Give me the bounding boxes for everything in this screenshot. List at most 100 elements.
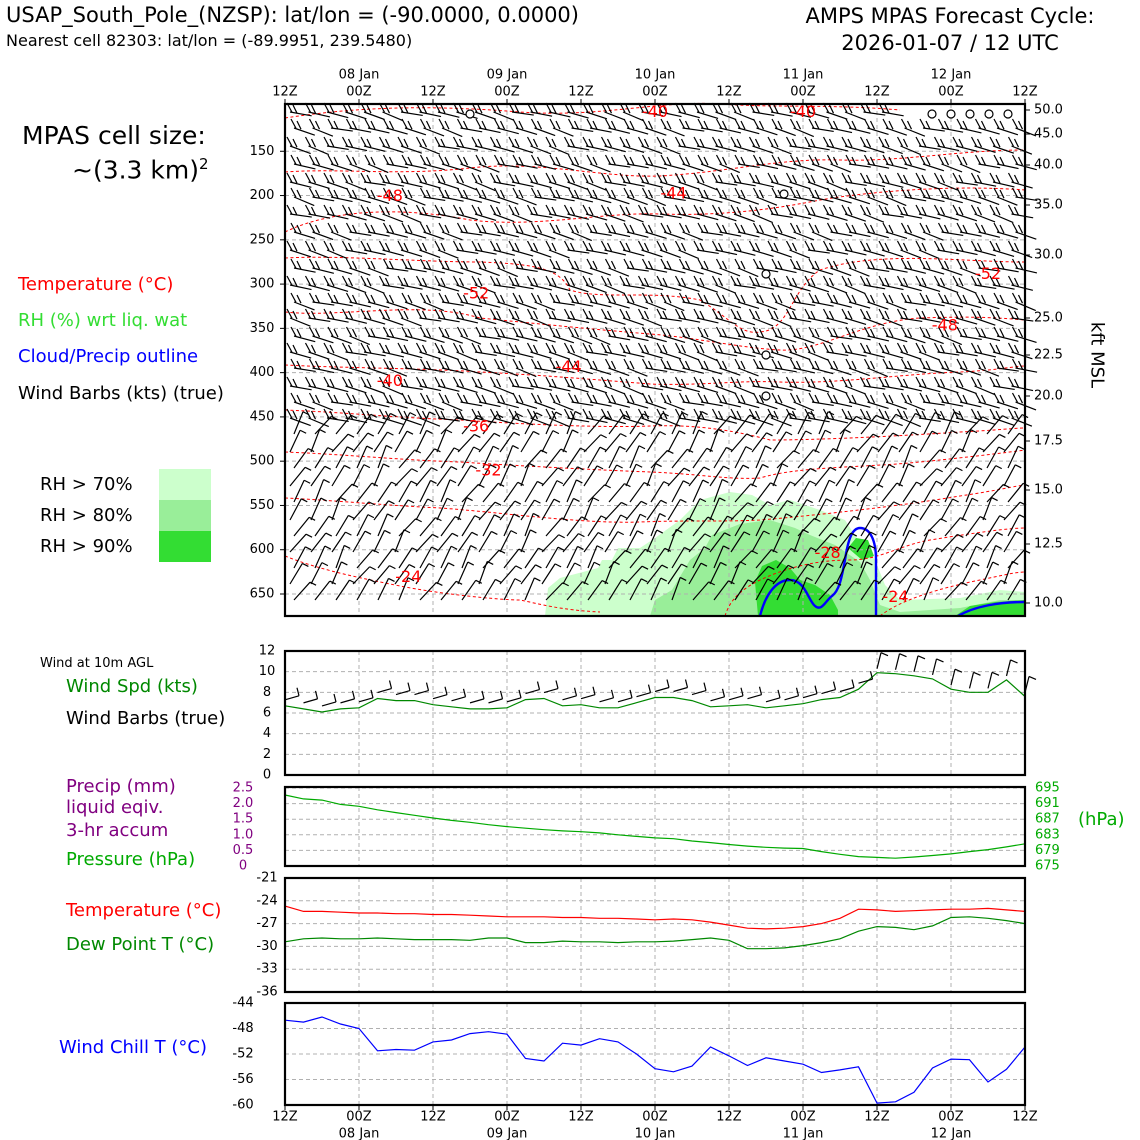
wind-barb — [545, 517, 563, 537]
wind-barb-flag — [962, 294, 968, 304]
wind-barb — [545, 448, 562, 469]
wind-barb-flag — [407, 360, 413, 370]
wind-barb-flag — [329, 580, 337, 585]
wind-barb-flag — [1002, 415, 1009, 420]
wind-barb — [367, 163, 389, 174]
wind-barb-flag — [573, 497, 580, 502]
wind-barb-flag — [574, 410, 582, 415]
wind-barb — [774, 335, 797, 343]
wind-barb-flag — [486, 560, 494, 565]
wind-barb-flag — [666, 224, 672, 234]
wind-barb — [978, 267, 1001, 272]
wind-barb-flag — [773, 344, 779, 354]
wind-10m-barb — [469, 698, 485, 704]
wind-barb-flag — [1003, 483, 1010, 488]
wind-barb-flag — [662, 174, 668, 184]
wind-barb-flag — [314, 189, 321, 199]
wind-barb — [349, 401, 372, 407]
wind-barb — [659, 284, 682, 291]
wind-barb-flag — [296, 394, 302, 404]
wind-barb — [436, 497, 448, 521]
wind-barb-flag — [508, 172, 515, 183]
wind-barb — [289, 498, 302, 521]
rh-legend-swatch — [159, 500, 211, 531]
wind-barb — [789, 385, 811, 392]
wind-barb-flag — [308, 222, 316, 233]
wind-barb-flag — [436, 581, 443, 586]
top-hour-label: 12Z — [420, 85, 446, 100]
wind-barb-flag — [915, 376, 922, 387]
wind-barb-flag — [307, 448, 315, 453]
wind-barb — [835, 429, 846, 453]
wind-barb — [797, 480, 811, 503]
wind-barb-flag — [329, 344, 335, 354]
wind-barb — [349, 367, 371, 376]
wind-barb-flag — [754, 344, 761, 354]
wind-barb — [650, 450, 668, 469]
wind-barb-flag — [345, 258, 353, 269]
wind-barb — [992, 213, 1014, 224]
wind-barb — [756, 127, 778, 136]
wind-barb-flag — [660, 358, 667, 369]
wind-10m-barb — [987, 672, 993, 689]
wind-barb-flag — [1013, 277, 1020, 287]
wind-barb-flag — [444, 328, 450, 338]
wind-barb-flag — [660, 577, 668, 582]
wind-barb-flag — [384, 529, 391, 534]
wind-barb-flag — [789, 187, 797, 198]
wind-barb-flag — [785, 431, 793, 436]
wind-barb-flag — [415, 240, 423, 251]
wind-barb — [386, 163, 409, 169]
pressure-tick-label: 200 — [250, 188, 275, 203]
wind-barb — [1015, 267, 1038, 274]
wind-barb — [457, 531, 473, 553]
wind-barb — [541, 563, 556, 585]
wind-barb-flag — [743, 531, 751, 536]
wind-barb — [941, 367, 963, 376]
wind-barb-flag — [642, 413, 650, 418]
wind-barb-flag — [974, 358, 982, 369]
wind-barb — [589, 196, 612, 204]
wind-barb-flag — [900, 118, 908, 129]
wind-barb-flag — [678, 430, 686, 435]
wind-barb — [700, 267, 723, 276]
wind-barb-flag — [970, 376, 978, 387]
wind-barb-flag — [495, 378, 502, 388]
wind-barb-flag — [859, 136, 867, 147]
wind-barb-flag — [327, 118, 334, 129]
wind-barb-flag — [475, 326, 482, 337]
wind-barb — [363, 181, 386, 186]
wind-barb-flag — [625, 344, 631, 354]
wind-barb-flag — [329, 378, 335, 388]
wind-barb-flag — [896, 482, 904, 487]
wind-barb-flag — [410, 480, 418, 485]
wind-barb-flag — [773, 277, 779, 287]
calm-circle — [761, 391, 771, 401]
wind-barb — [811, 267, 834, 276]
wind-barb-flag — [545, 275, 552, 286]
wind-barb — [456, 181, 478, 191]
wind-barb-flag — [715, 258, 723, 269]
wind-barb-flag — [308, 118, 316, 129]
wind-barb-flag — [364, 358, 371, 369]
wind-barb-flag — [415, 308, 423, 319]
wind-barb-flag — [545, 408, 552, 419]
wind-barb-flag — [304, 466, 312, 471]
wind-barb — [497, 401, 519, 409]
wind-10m-barb-flag — [880, 652, 889, 657]
wind-barb-flag — [699, 310, 705, 320]
wind-barb-flag — [426, 429, 433, 434]
wind-barb-flag — [711, 408, 719, 419]
wind-barb-flag — [715, 292, 723, 303]
wind-barb-flag — [403, 378, 409, 388]
wind-barb-flag — [851, 120, 857, 130]
wind-barb-flag — [619, 445, 626, 450]
wind-barb — [863, 284, 886, 290]
wind-barb — [940, 563, 955, 585]
wind-barb — [1007, 414, 1023, 435]
wind-barb-flag — [453, 447, 461, 452]
wind-barb-flag — [854, 580, 862, 585]
wind-barb-flag — [314, 328, 321, 338]
wind-barb-flag — [1017, 360, 1024, 370]
wind-barb — [289, 181, 312, 188]
